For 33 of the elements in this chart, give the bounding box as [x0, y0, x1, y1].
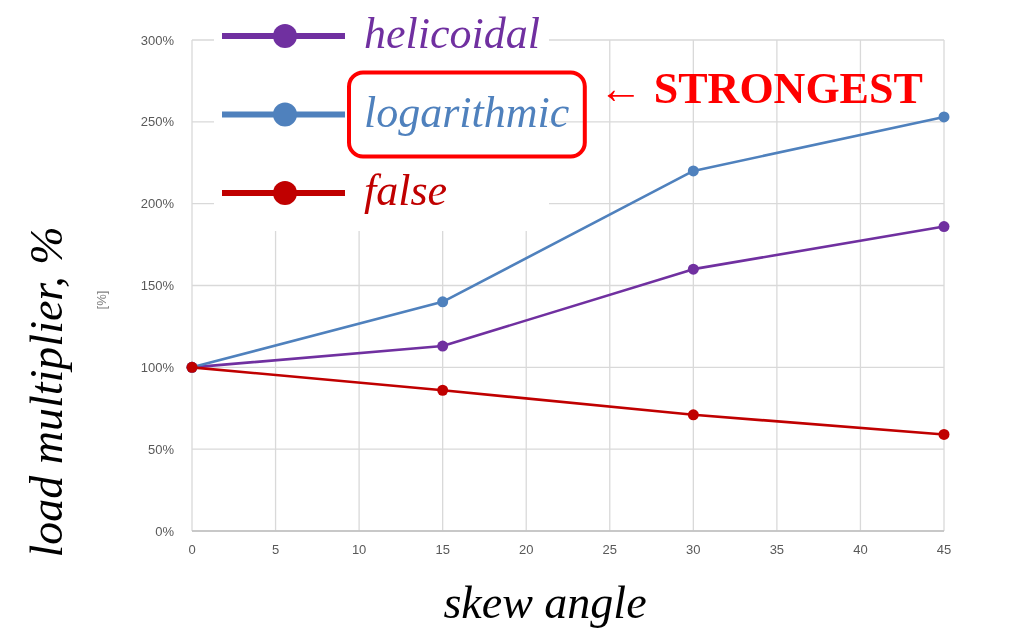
y-tick-label: 100%	[140, 359, 175, 375]
x-tick-label: 15	[435, 542, 450, 557]
x-tick-label: 10	[351, 542, 367, 557]
text: [%]	[94, 290, 109, 310]
point	[687, 165, 699, 177]
point	[938, 428, 950, 440]
y-tick-label: 150%	[140, 278, 175, 294]
x-tick-label: 40	[853, 542, 868, 557]
y-axis-title: load multiplier, %	[21, 226, 72, 558]
legend-label: false	[364, 166, 448, 215]
legend-label: helicoidal	[364, 9, 540, 58]
x-tick-label: 5	[271, 542, 280, 557]
x-tick-label: 0	[188, 542, 196, 557]
x-tick-label: 20	[518, 542, 534, 557]
x-tick-label: 35	[769, 542, 785, 557]
point	[687, 263, 699, 275]
x-tick-label: 25	[602, 542, 618, 557]
legend-label: logarithmic	[364, 87, 570, 137]
point	[437, 384, 449, 396]
x-axis-title: skew angle	[443, 577, 647, 628]
y-tick-label: 0%	[155, 523, 175, 539]
y-tick-label: 200%	[140, 196, 175, 212]
point	[938, 111, 950, 123]
x-tick-label: 45	[936, 542, 952, 557]
annotation: ← STRONGEST	[598, 63, 923, 113]
y-tick-label: 250%	[140, 114, 175, 130]
x-tick-label: 30	[686, 542, 701, 557]
point	[938, 221, 950, 233]
point	[437, 340, 449, 352]
y-tick-label: 300%	[140, 32, 175, 48]
point	[687, 409, 699, 421]
y-tick-label: 50%	[147, 441, 175, 457]
point	[437, 296, 449, 308]
